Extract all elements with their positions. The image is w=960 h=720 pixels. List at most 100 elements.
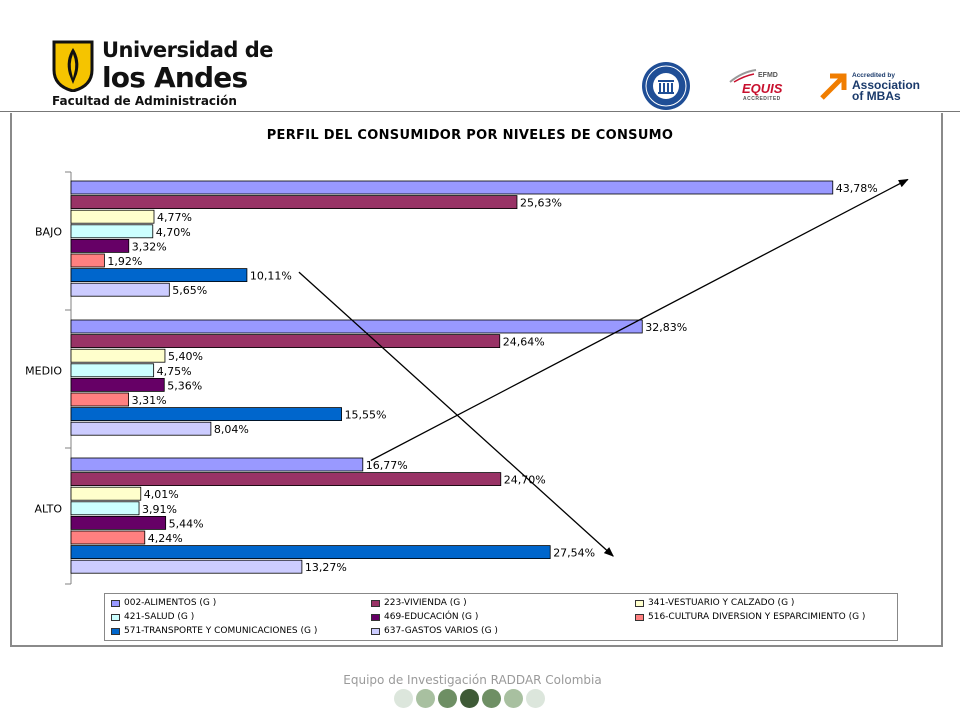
legend-label: 421-SALUD (G ) — [124, 612, 195, 622]
bar-value-label: 5,44% — [169, 517, 204, 530]
bar-value-label: 8,04% — [214, 423, 249, 436]
equis-efmd: EFMD — [758, 72, 778, 79]
bar — [70, 268, 248, 283]
bar — [70, 407, 342, 422]
trend-arrow-transporte — [298, 271, 614, 557]
legend-item: 637-GASTOS VARIOS (G ) — [371, 624, 498, 638]
bar — [70, 224, 154, 239]
bar — [70, 559, 303, 574]
bar — [70, 195, 518, 210]
legend-item: 341-VESTUARIO Y CALZADO (G ) — [635, 596, 794, 610]
bar — [70, 516, 167, 530]
legend-item: 469-EDUCACIÓN (G ) — [371, 610, 478, 624]
footer-dots — [394, 689, 545, 711]
amba-arrow-icon — [820, 73, 847, 100]
legend-label: 223-VIVIENDA (G ) — [384, 598, 467, 608]
bar — [70, 545, 551, 559]
legend-swatch — [111, 627, 120, 635]
bar-value-label: 4,01% — [144, 488, 179, 501]
bar-value-label: 32,83% — [645, 321, 687, 334]
bar — [70, 319, 643, 334]
bar-value-label: 5,65% — [172, 284, 207, 297]
amba-line1: Association — [852, 78, 921, 92]
footer-credit: Equipo de Investigación RADDAR Colombia — [343, 673, 602, 687]
bar-value-label: 4,77% — [157, 211, 192, 224]
legend-swatch — [635, 613, 644, 621]
trend-arrow-alimentos — [370, 178, 909, 462]
bar — [70, 282, 170, 297]
footer-dot — [460, 689, 479, 708]
bar — [70, 209, 155, 224]
bar-value-label: 13,27% — [305, 561, 347, 574]
legend-label: 516-CULTURA DIVERSION Y ESPARCIMIENTO (G… — [648, 612, 866, 622]
bar — [70, 392, 129, 407]
equis-logo: EFMD EQUIS ACCREDITED — [726, 66, 788, 106]
footer-dot — [416, 689, 435, 708]
chart-legend: 002-ALIMENTOS (G ) 223-VIVIENDA (G ) 341-V… — [104, 593, 898, 641]
faculty-name: Facultad de Administración — [52, 94, 237, 108]
legend-label: 637-GASTOS VARIOS (G ) — [384, 626, 498, 636]
bar-value-label: 43,78% — [836, 182, 878, 195]
equis-accredited: ACCREDITED — [743, 96, 781, 102]
bar — [70, 180, 834, 195]
legend-label: 469-EDUCACIÓN (G ) — [384, 612, 479, 622]
bar-value-label: 16,77% — [366, 459, 408, 472]
bar-value-label: 10,11% — [250, 270, 292, 283]
bar — [70, 501, 140, 516]
legend-swatch — [371, 613, 380, 621]
bar-value-label: 25,63% — [520, 197, 562, 210]
equis-swoosh-icon — [729, 69, 757, 83]
bar-value-label: 3,31% — [132, 394, 167, 407]
category-label: MEDIO — [25, 364, 62, 377]
bar — [70, 530, 146, 545]
bar — [70, 457, 364, 472]
amba-logo: Accredited by Association of MBAs — [818, 66, 928, 106]
bar — [70, 421, 212, 436]
uniandes-logo: Universidad de los Andes Facultad de Adm… — [52, 38, 274, 110]
bar-value-label: 5,40% — [168, 350, 203, 363]
legend-swatch — [371, 627, 380, 635]
university-name-line2: los Andes — [102, 61, 248, 94]
legend-item: 516-CULTURA DIVERSION Y ESPARCIMIENTO (G… — [635, 610, 865, 624]
footer-dot — [526, 689, 545, 708]
bar-value-label: 4,70% — [156, 226, 191, 239]
legend-item: 002-ALIMENTOS (G ) — [111, 596, 216, 610]
bar — [70, 377, 165, 392]
legend-item: 223-VIVIENDA (G ) — [371, 596, 467, 610]
bar — [70, 253, 105, 268]
bar — [70, 348, 166, 363]
university-name-line1: Universidad de — [102, 38, 274, 62]
legend-swatch — [635, 599, 644, 607]
bar-value-label: 4,24% — [148, 532, 183, 545]
legend-swatch — [111, 613, 120, 621]
bar — [70, 486, 142, 501]
page-header: Universidad de los Andes Facultad de Adm… — [0, 0, 960, 112]
category-label: ALTO — [34, 502, 62, 515]
amba-small: Accredited by — [852, 72, 895, 79]
bar-value-label: 24,64% — [503, 336, 545, 349]
legend-label: 341-VESTUARIO Y CALZADO (G ) — [648, 598, 795, 608]
legend-item: 571-TRANSPORTE Y COMUNICACIONES (G ) — [111, 624, 317, 638]
bar-value-label: 3,32% — [132, 240, 167, 253]
legend-swatch — [111, 599, 120, 607]
category-label: BAJO — [35, 225, 62, 238]
bar-value-label: 1,92% — [107, 255, 142, 268]
bar-value-label: 15,55% — [345, 409, 387, 422]
bar-value-label: 5,36% — [167, 379, 202, 392]
legend-swatch — [371, 599, 380, 607]
legend-item: 421-SALUD (G ) — [111, 610, 194, 624]
legend-label: 571-TRANSPORTE Y COMUNICACIONES (G ) — [124, 626, 318, 636]
footer-dot — [504, 689, 523, 708]
footer-dot — [482, 689, 501, 708]
bar — [70, 363, 155, 378]
footer-dot — [394, 689, 413, 708]
header-divider — [0, 111, 960, 112]
bar-value-label: 4,75% — [157, 365, 192, 378]
chart-title: PERFIL DEL CONSUMIDOR POR NIVELES DE CON… — [266, 128, 674, 143]
footer-dot — [438, 689, 457, 708]
equis-label: EQUIS — [742, 81, 783, 96]
bar-value-label: 24,70% — [504, 474, 546, 487]
bar — [70, 334, 501, 349]
amba-text: Accredited by Association of MBAs — [852, 72, 920, 102]
